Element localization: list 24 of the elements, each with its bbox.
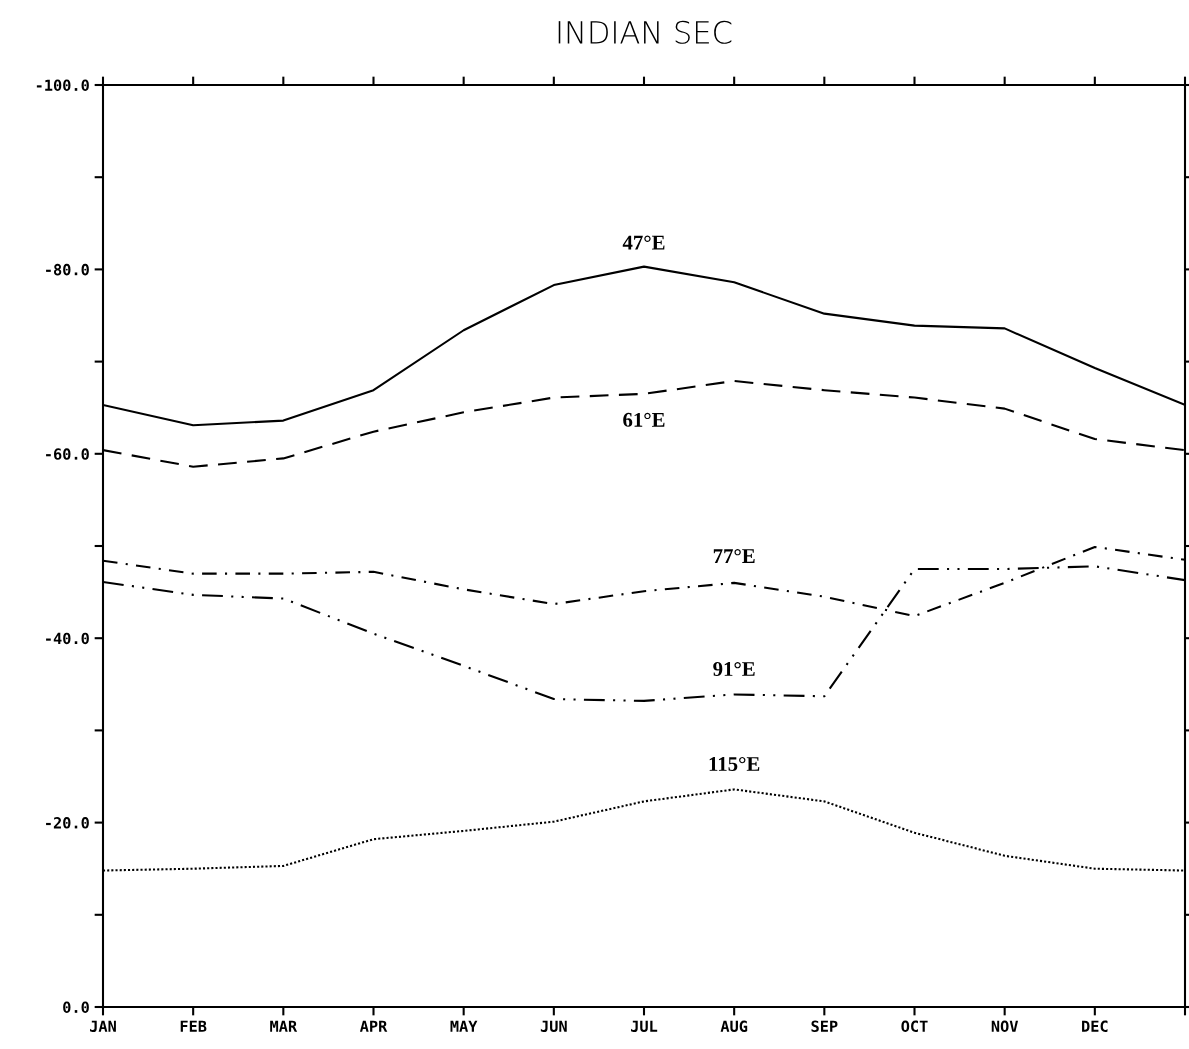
series-label: 115°E [709, 756, 760, 772]
x-tick-label: JUN [540, 1020, 567, 1033]
x-tick-label: JAN [90, 1020, 116, 1033]
y-tick-label: -80.0 [46, 263, 89, 276]
y-tick-label: 0.0 [63, 1001, 89, 1014]
y-tick-label: -60.0 [46, 448, 89, 460]
x-tick-label: FEB [180, 1020, 207, 1032]
x-tick-label: MAY [450, 1020, 478, 1032]
x-tick-label: APR [359, 1020, 388, 1032]
y-tick-label: -100.0 [36, 79, 89, 92]
x-tick-label: AUG [720, 1020, 748, 1033]
series-label: 61°E [623, 412, 665, 427]
x-tick-label: OCT [901, 1020, 928, 1033]
y-tick-label: -20.0 [46, 817, 89, 829]
x-tick-label: SEP [811, 1020, 838, 1033]
x-tick-label: NOV [991, 1020, 1019, 1033]
x-tick-label: DEC [1082, 1020, 1108, 1033]
x-tick-label: JUL [631, 1020, 658, 1033]
series-label: 47°E [622, 235, 665, 250]
series-label: 77°E [713, 549, 755, 563]
x-tick-label: MAR [270, 1020, 298, 1032]
chart-title: INDIAN SEC [558, 20, 732, 44]
series-label: 91°E [713, 661, 755, 677]
y-tick-label: -40.0 [46, 632, 89, 645]
